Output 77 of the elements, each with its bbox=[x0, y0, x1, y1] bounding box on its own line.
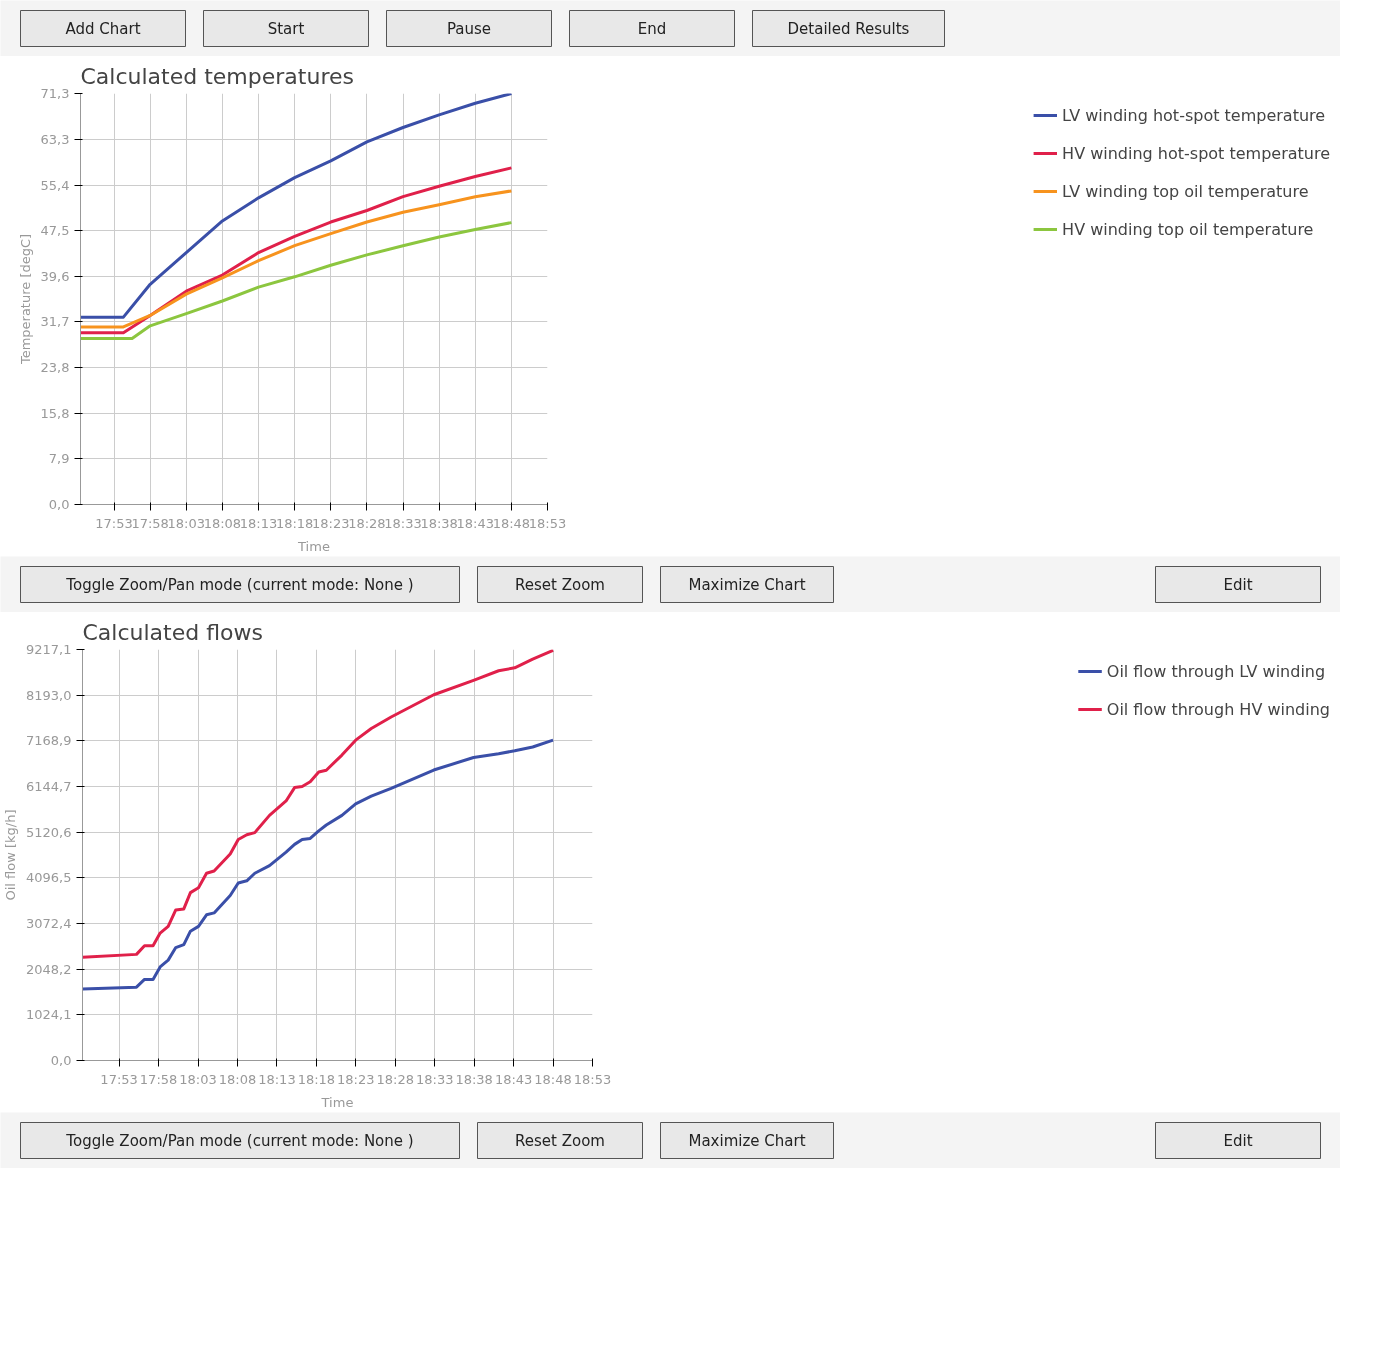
x-tick-label: 18:48 bbox=[534, 1071, 572, 1087]
x-tick-label: 18:43 bbox=[494, 1071, 533, 1087]
x-tick-label: 18:28 bbox=[376, 1071, 415, 1087]
y-tick-label: 3072,4 bbox=[26, 916, 72, 931]
x-tick-label: 18:53 bbox=[573, 1071, 612, 1087]
text: Toggle Zoom/Pan mode (current mode: None ) bbox=[65, 1131, 414, 1150]
x-tick-label: 18:08 bbox=[203, 515, 242, 531]
x-tick-label: 17:53 bbox=[95, 515, 133, 531]
y-tick-label: 15,8 bbox=[40, 405, 70, 421]
legend-label: Oil flow through LV winding bbox=[1106, 661, 1326, 681]
x-tick-label: 18:33 bbox=[415, 1071, 454, 1087]
text: Edit bbox=[1223, 575, 1253, 594]
y-tick-label: 2048,2 bbox=[26, 961, 72, 977]
y-tick-label: 63,3 bbox=[40, 132, 70, 148]
x-tick-label: 18:08 bbox=[218, 1071, 257, 1087]
legend-label: Oil flow through HV winding bbox=[1106, 699, 1330, 719]
y-tick-label: 1024,1 bbox=[26, 1007, 72, 1023]
text: Pause bbox=[446, 19, 492, 38]
x-tick-label: 17:58 bbox=[139, 1071, 178, 1087]
legend-label: HV winding hot-spot temperature bbox=[1062, 143, 1330, 163]
y-tick-label: 6144,7 bbox=[26, 779, 72, 794]
legend-label: HV winding top oil temperature bbox=[1062, 219, 1314, 239]
line-series bbox=[82, 649, 555, 959]
y-tick-label: 39,6 bbox=[40, 268, 70, 284]
line-series bbox=[80, 189, 513, 329]
y-tick-label: 5120,6 bbox=[26, 824, 72, 840]
y-axis-title: Oil flow [kg/h] bbox=[3, 809, 19, 901]
text: Detailed Results bbox=[787, 19, 910, 38]
x-axis-title: Time bbox=[297, 538, 330, 554]
x-tick-label: 18:53 bbox=[528, 515, 567, 531]
text: Maximize Chart bbox=[688, 575, 806, 594]
y-tick-label: 0,0 bbox=[50, 1053, 72, 1068]
text: End bbox=[637, 19, 667, 38]
x-tick-label: 18:18 bbox=[297, 1071, 336, 1087]
y-tick-label: 47,5 bbox=[40, 223, 70, 239]
y-axis-title: Temperature [degC] bbox=[17, 233, 33, 366]
x-tick-label: 18:13 bbox=[258, 1071, 296, 1087]
y-tick-label: 7168,9 bbox=[26, 733, 72, 749]
text: Add Chart bbox=[65, 19, 141, 38]
y-tick-label: 0,0 bbox=[48, 497, 70, 512]
x-tick-label: 18:18 bbox=[275, 515, 314, 531]
y-tick-label: 7,9 bbox=[48, 451, 70, 467]
line-series bbox=[82, 738, 555, 991]
x-tick-label: 18:38 bbox=[420, 515, 458, 531]
y-tick-label: 71,3 bbox=[40, 86, 70, 101]
x-axis-title: Time bbox=[320, 1094, 354, 1110]
y-tick-label: 31,7 bbox=[40, 314, 70, 330]
text: Toggle Zoom/Pan mode (current mode: None ) bbox=[65, 575, 414, 594]
text: Edit bbox=[1223, 1131, 1253, 1150]
x-tick-label: 18:23 bbox=[312, 515, 350, 531]
line-series bbox=[80, 166, 513, 335]
x-tick-label: 18:33 bbox=[384, 515, 422, 531]
x-tick-label: 17:58 bbox=[131, 515, 169, 531]
text: Maximize Chart bbox=[688, 1131, 806, 1150]
y-tick-label: 23,8 bbox=[40, 359, 70, 375]
text: Reset Zoom bbox=[515, 575, 605, 594]
x-tick-label: 18:03 bbox=[167, 515, 206, 531]
x-tick-label: 18:23 bbox=[337, 1071, 375, 1087]
chart-title: Calculated flows bbox=[82, 619, 263, 645]
legend-label: LV winding hot-spot temperature bbox=[1062, 105, 1326, 125]
y-tick-label: 9217,1 bbox=[26, 642, 72, 657]
text: Start bbox=[267, 19, 305, 38]
legend-label: LV winding top oil temperature bbox=[1062, 181, 1309, 201]
y-tick-label: 8193,0 bbox=[26, 687, 72, 703]
x-tick-label: 18:48 bbox=[492, 515, 531, 531]
x-tick-label: 18:13 bbox=[239, 515, 278, 531]
line-series bbox=[80, 93, 513, 319]
text: Reset Zoom bbox=[515, 1131, 605, 1150]
y-tick-label: 55,4 bbox=[40, 177, 70, 193]
x-tick-label: 18:43 bbox=[456, 515, 495, 531]
chart-title: Calculated temperatures bbox=[80, 63, 354, 89]
x-tick-label: 18:38 bbox=[455, 1071, 493, 1087]
x-tick-label: 18:28 bbox=[348, 515, 386, 531]
x-tick-label: 17:53 bbox=[100, 1071, 138, 1087]
x-tick-label: 18:03 bbox=[179, 1071, 217, 1087]
line-series bbox=[80, 221, 513, 340]
y-tick-label: 4096,5 bbox=[26, 870, 72, 886]
